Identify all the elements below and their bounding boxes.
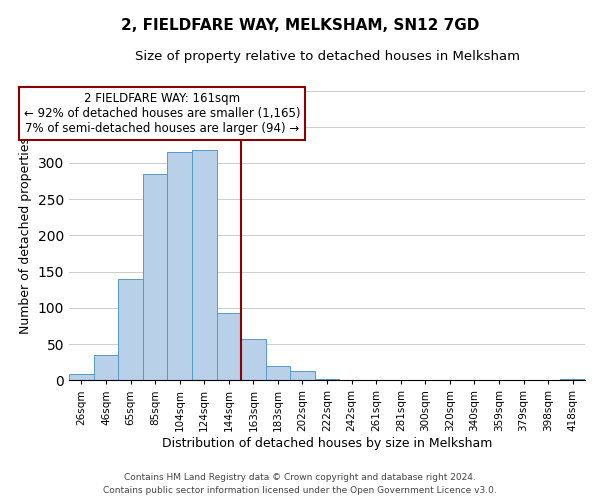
Text: 2 FIELDFARE WAY: 161sqm
← 92% of detached houses are smaller (1,165)
7% of semi-: 2 FIELDFARE WAY: 161sqm ← 92% of detache…	[24, 92, 301, 135]
Bar	[118, 279, 143, 380]
X-axis label: Distribution of detached houses by size in Melksham: Distribution of detached houses by size …	[162, 437, 492, 450]
Bar	[143, 174, 167, 380]
Bar	[217, 313, 241, 380]
Y-axis label: Number of detached properties: Number of detached properties	[19, 137, 32, 334]
Bar	[560, 379, 585, 380]
Bar	[266, 366, 290, 380]
Text: Contains HM Land Registry data © Crown copyright and database right 2024.
Contai: Contains HM Land Registry data © Crown c…	[103, 474, 497, 495]
Text: 2, FIELDFARE WAY, MELKSHAM, SN12 7GD: 2, FIELDFARE WAY, MELKSHAM, SN12 7GD	[121, 18, 479, 32]
Bar	[94, 355, 118, 380]
Bar	[241, 339, 266, 380]
Bar	[315, 379, 340, 380]
Bar	[167, 152, 192, 380]
Bar	[69, 374, 94, 380]
Bar	[290, 371, 315, 380]
Title: Size of property relative to detached houses in Melksham: Size of property relative to detached ho…	[134, 50, 520, 63]
Bar	[192, 150, 217, 380]
